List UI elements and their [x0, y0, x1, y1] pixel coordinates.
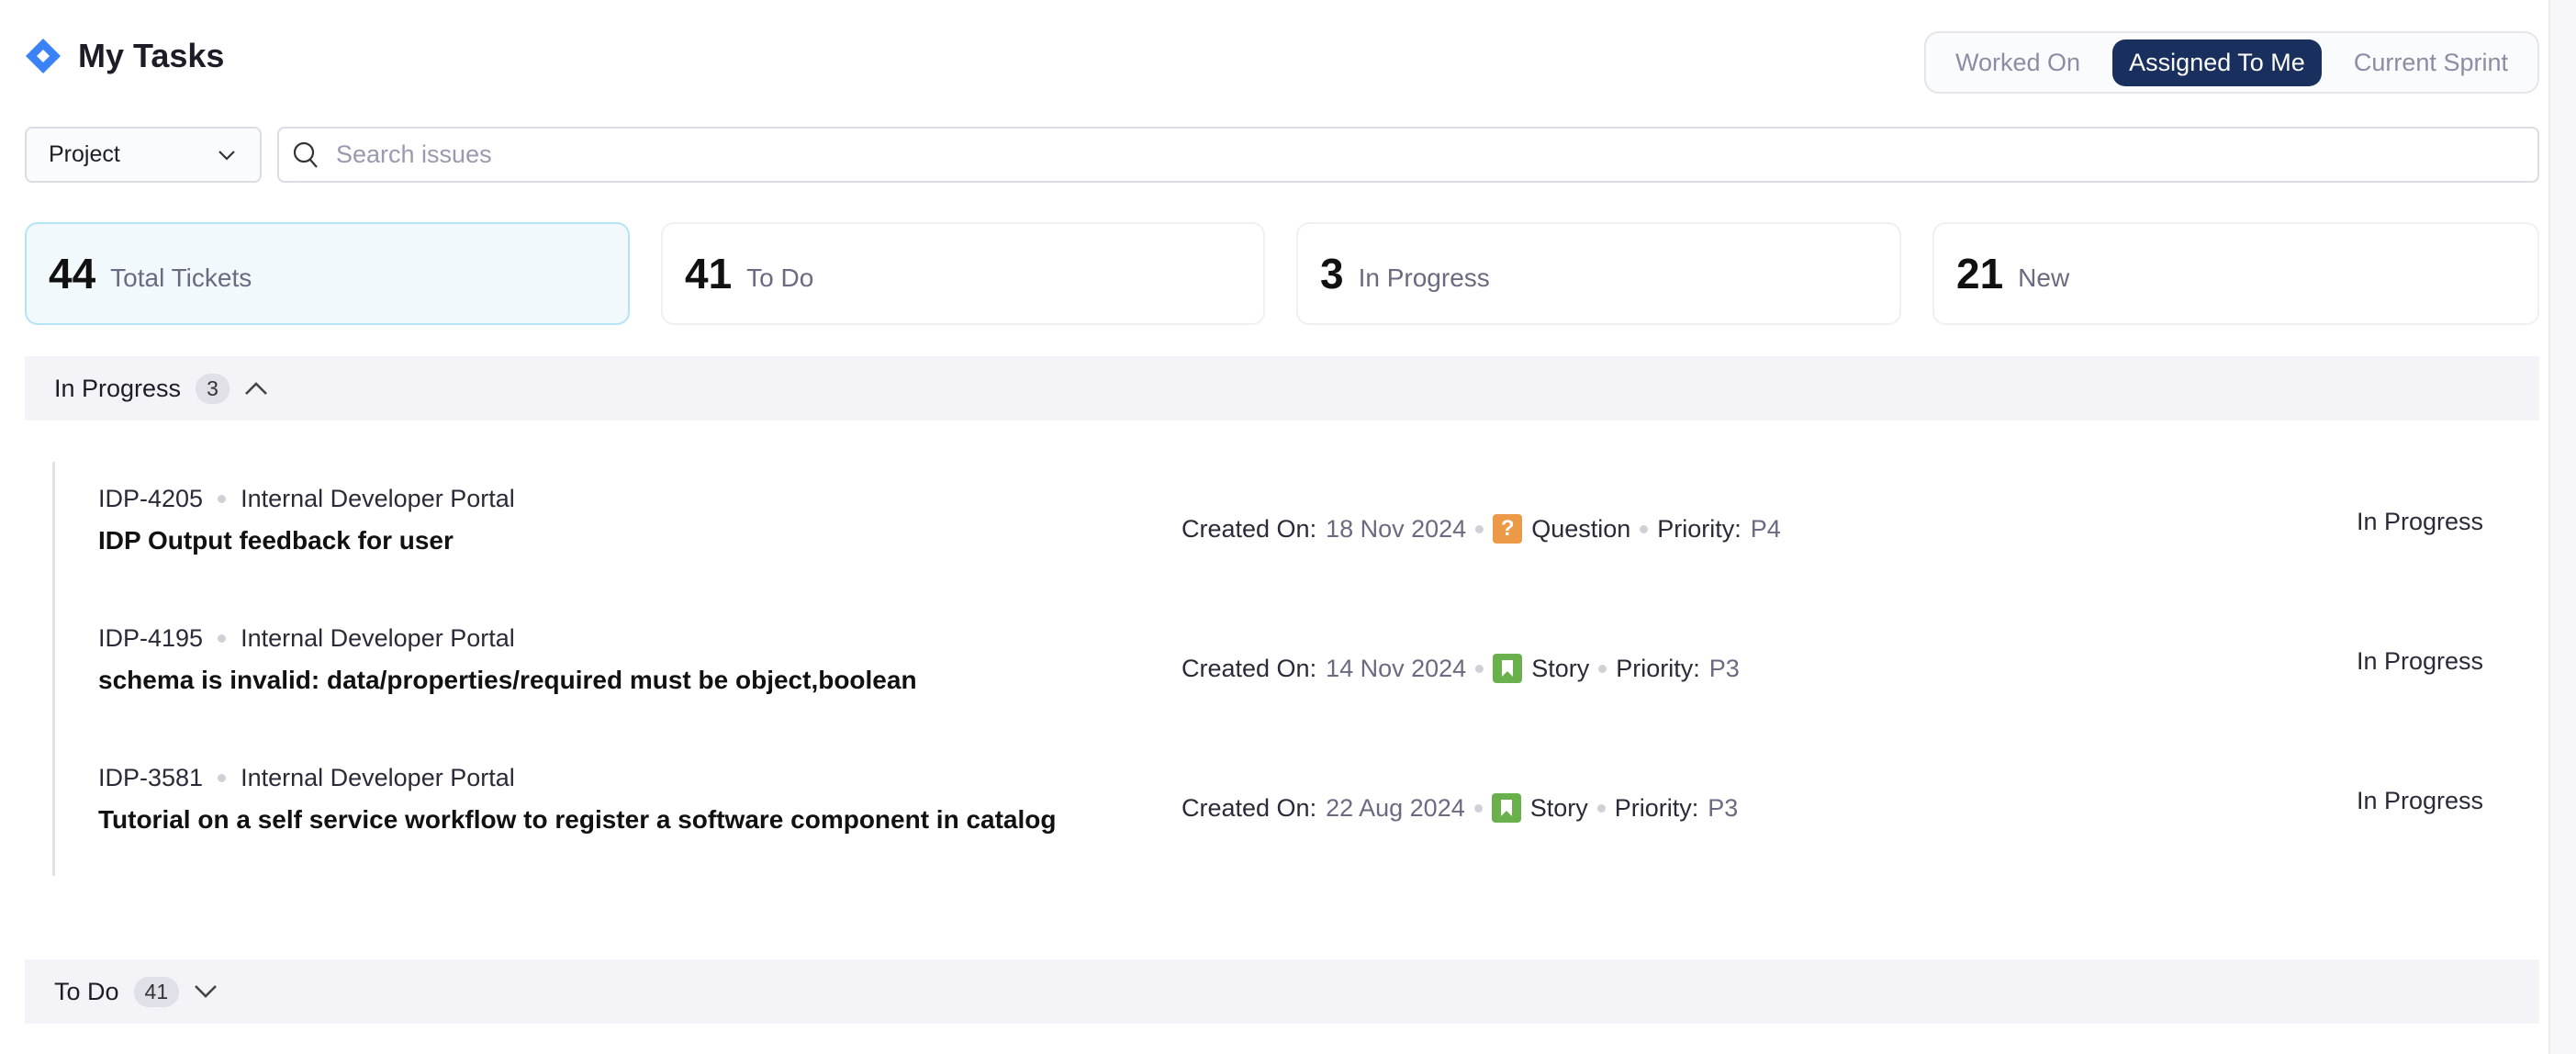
priority-value: P4: [1750, 514, 1781, 543]
issue-key[interactable]: IDP-3581: [98, 764, 204, 791]
separator-dot: [1598, 664, 1607, 673]
issue-type: Question: [1531, 514, 1631, 543]
created-label: Created On:: [1182, 654, 1317, 682]
priority-label: Priority:: [1614, 793, 1699, 822]
view-tabs: Worked On Assigned To Me Current Sprint: [1924, 31, 2539, 94]
group-header-todo[interactable]: To Do 41: [25, 959, 2539, 1024]
issue-key-line: IDP-3581 Internal Developer Portal: [98, 764, 515, 792]
created-label: Created On:: [1182, 793, 1317, 822]
issue-key-line: IDP-4205 Internal Developer Portal: [98, 485, 515, 513]
stat-card-todo[interactable]: 41 To Do: [661, 222, 1265, 325]
stat-value: 3: [1320, 250, 1344, 297]
stat-card-new[interactable]: 21 New: [1932, 222, 2539, 325]
stat-label: To Do: [746, 264, 814, 292]
separator-dot: [1475, 664, 1484, 673]
issue-row[interactable]: IDP-4195 Internal Developer Portal schema…: [98, 624, 2494, 744]
priority-label: Priority:: [1657, 514, 1742, 543]
stat-value: 44: [49, 250, 96, 297]
search-box: [277, 127, 2539, 183]
question-icon: ?: [1493, 514, 1523, 544]
separator-dot: [218, 495, 227, 503]
issue-project: Internal Developer Portal: [241, 624, 515, 652]
issue-title[interactable]: Tutorial on a self service workflow to r…: [98, 805, 1057, 834]
created-date: 18 Nov 2024: [1326, 514, 1467, 543]
created-label: Created On:: [1182, 514, 1317, 543]
count-badge: 41: [133, 976, 180, 1007]
group-header-in-progress[interactable]: In Progress 3: [25, 356, 2539, 420]
issue-status: In Progress: [2357, 787, 2484, 814]
stat-label: In Progress: [1358, 264, 1490, 292]
page-title: My Tasks: [78, 37, 225, 74]
priority-value: P3: [1708, 654, 1740, 682]
issue-key[interactable]: IDP-4195: [98, 624, 204, 652]
stat-label: Total Tickets: [110, 264, 252, 292]
issue-row[interactable]: IDP-3581 Internal Developer Portal Tutori…: [98, 764, 2494, 883]
issue-meta: Created On: 14 Nov 2024 Story Priority: P3: [1182, 654, 1740, 683]
issue-title[interactable]: schema is invalid: data/properties/requi…: [98, 666, 917, 694]
bookmark-icon: [1493, 654, 1523, 683]
issue-title[interactable]: IDP Output feedback for user: [98, 526, 454, 555]
separator-dot: [1473, 803, 1483, 813]
tab-assigned-to-me[interactable]: Assigned To Me: [2112, 39, 2322, 86]
issue-project: Internal Developer Portal: [241, 485, 515, 512]
scrollbar[interactable]: [2548, 0, 2576, 1054]
issue-meta: Created On: 18 Nov 2024 ? Question Priorit…: [1182, 514, 1781, 544]
stat-card-total[interactable]: 44 Total Tickets: [25, 222, 630, 325]
jira-diamond-icon: [26, 39, 61, 73]
issue-key-line: IDP-4195 Internal Developer Portal: [98, 624, 515, 653]
separator-dot: [1596, 803, 1606, 813]
tab-worked-on[interactable]: Worked On: [1955, 48, 2081, 76]
project-dropdown[interactable]: Project: [25, 127, 262, 183]
priority-value: P3: [1708, 793, 1739, 822]
project-dropdown-label: Project: [49, 141, 120, 167]
issue-meta: Created On: 22 Aug 2024 Story Priority: P3: [1182, 793, 1738, 823]
issue-project: Internal Developer Portal: [241, 764, 515, 791]
search-input[interactable]: [336, 140, 2537, 169]
priority-label: Priority:: [1616, 654, 1700, 682]
chevron-down-icon: [218, 150, 235, 161]
separator-dot: [1475, 524, 1484, 533]
tab-current-sprint[interactable]: Current Sprint: [2353, 48, 2508, 76]
count-badge: 3: [196, 373, 230, 404]
created-date: 22 Aug 2024: [1326, 793, 1465, 822]
issue-status: In Progress: [2357, 508, 2484, 535]
issue-status: In Progress: [2357, 647, 2484, 675]
created-date: 14 Nov 2024: [1326, 654, 1467, 682]
separator-dot: [1640, 524, 1649, 533]
stat-card-in-progress[interactable]: 3 In Progress: [1296, 222, 1901, 325]
stat-value: 41: [685, 250, 733, 297]
issue-key[interactable]: IDP-4205: [98, 485, 204, 512]
group-label: To Do: [54, 977, 119, 1005]
group-label: In Progress: [54, 374, 182, 402]
search-icon: [293, 141, 318, 168]
chevron-down-icon[interactable]: [194, 984, 218, 999]
issue-type: Story: [1531, 654, 1590, 682]
chevron-up-icon[interactable]: [244, 381, 268, 396]
stat-value: 21: [1956, 250, 2004, 297]
stat-label: New: [2018, 264, 2070, 292]
separator-dot: [218, 774, 227, 782]
separator-dot: [218, 634, 227, 643]
bookmark-icon: [1491, 793, 1521, 823]
issue-row[interactable]: IDP-4205 Internal Developer Portal IDP Ou…: [98, 485, 2494, 604]
list-divider: [52, 462, 55, 876]
page-header: My Tasks: [25, 37, 224, 75]
issue-type: Story: [1529, 793, 1588, 822]
